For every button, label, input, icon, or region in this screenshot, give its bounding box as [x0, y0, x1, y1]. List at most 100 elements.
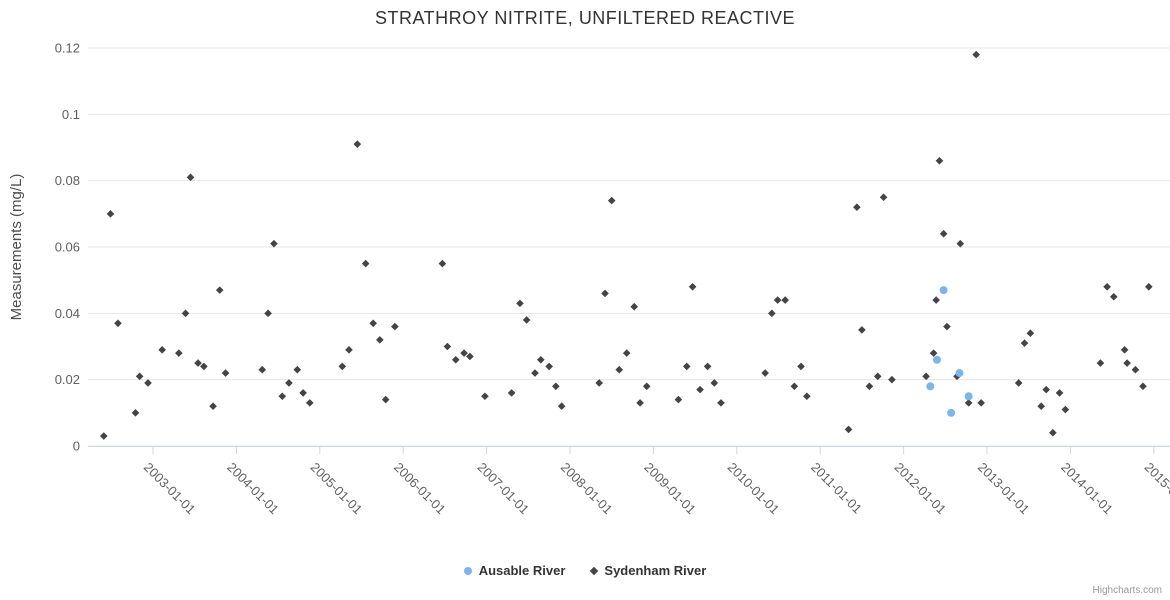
data-point-sydenham-river[interactable] — [888, 375, 896, 384]
data-point-sydenham-river[interactable] — [858, 326, 866, 334]
data-point-sydenham-river[interactable] — [1123, 359, 1131, 367]
data-point-sydenham-river[interactable] — [615, 365, 624, 374]
data-point-sydenham-river[interactable] — [451, 355, 460, 364]
data-point-sydenham-river[interactable] — [977, 399, 985, 407]
data-point-sydenham-river[interactable] — [696, 385, 704, 394]
data-point-sydenham-river[interactable] — [703, 362, 712, 371]
data-point-sydenham-river[interactable] — [537, 355, 545, 364]
data-point-sydenham-river[interactable] — [531, 369, 539, 377]
data-point-sydenham-river[interactable] — [158, 346, 166, 354]
data-point-sydenham-river[interactable] — [1103, 282, 1111, 291]
data-point-sydenham-river[interactable] — [865, 382, 874, 391]
data-point-sydenham-river[interactable] — [972, 50, 980, 59]
data-point-sydenham-river[interactable] — [1144, 282, 1153, 291]
data-point-sydenham-river[interactable] — [642, 382, 651, 391]
data-point-sydenham-river[interactable] — [601, 289, 609, 298]
data-point-sydenham-river[interactable] — [1014, 379, 1023, 387]
data-point-sydenham-river[interactable] — [175, 349, 183, 357]
data-point-sydenham-river[interactable] — [114, 319, 122, 328]
data-point-sydenham-river[interactable] — [853, 203, 861, 211]
data-point-sydenham-river[interactable] — [264, 309, 272, 318]
data-point-sydenham-river[interactable] — [258, 365, 267, 374]
data-point-sydenham-river[interactable] — [135, 372, 144, 381]
data-point-sydenham-river[interactable] — [545, 362, 553, 371]
data-point-sydenham-river[interactable] — [443, 342, 452, 351]
data-point-sydenham-river[interactable] — [956, 239, 965, 248]
data-point-sydenham-river[interactable] — [781, 296, 789, 304]
data-point-sydenham-river[interactable] — [879, 193, 888, 202]
data-point-sydenham-river[interactable] — [299, 389, 307, 397]
data-point-sydenham-river[interactable] — [381, 395, 390, 404]
data-point-sydenham-river[interactable] — [221, 369, 230, 377]
data-point-sydenham-river[interactable] — [278, 392, 287, 401]
highcharts-credit-link[interactable]: Highcharts.com — [1092, 585, 1162, 596]
data-point-sydenham-river[interactable] — [943, 322, 951, 331]
data-point-sydenham-river[interactable] — [1020, 339, 1029, 347]
data-point-sydenham-river[interactable] — [797, 362, 805, 371]
data-point-sydenham-river[interactable] — [481, 392, 489, 401]
data-point-sydenham-river[interactable] — [438, 259, 447, 268]
data-point-sydenham-river[interactable] — [522, 316, 531, 324]
data-point-sydenham-river[interactable] — [186, 173, 195, 182]
data-point-sydenham-river[interactable] — [688, 282, 697, 291]
data-point-sydenham-river[interactable] — [595, 379, 603, 387]
data-point-sydenham-river[interactable] — [557, 402, 566, 410]
data-point-sydenham-river[interactable] — [932, 296, 940, 304]
data-point-sydenham-river[interactable] — [844, 425, 853, 434]
data-point-ausable-river[interactable] — [926, 382, 935, 391]
data-point-sydenham-river[interactable] — [466, 352, 474, 361]
data-point-sydenham-river[interactable] — [361, 259, 370, 268]
data-point-sydenham-river[interactable] — [99, 432, 108, 440]
data-point-ausable-river[interactable] — [932, 355, 941, 364]
data-point-sydenham-river[interactable] — [1139, 382, 1147, 391]
data-point-sydenham-river[interactable] — [106, 210, 115, 218]
data-point-sydenham-river[interactable] — [803, 392, 811, 401]
data-point-sydenham-river[interactable] — [682, 362, 691, 371]
legend-item-sydenham-river[interactable]: Sydenham River — [590, 563, 706, 578]
data-point-sydenham-river[interactable] — [270, 239, 278, 248]
data-point-sydenham-river[interactable] — [939, 229, 948, 238]
data-point-sydenham-river[interactable] — [1049, 428, 1057, 437]
data-point-sydenham-river[interactable] — [636, 399, 644, 407]
data-point-sydenham-river[interactable] — [935, 156, 944, 165]
data-point-sydenham-river[interactable] — [200, 362, 208, 371]
data-point-sydenham-river[interactable] — [516, 299, 524, 308]
data-point-sydenham-river[interactable] — [194, 359, 202, 367]
data-point-sydenham-river[interactable] — [630, 302, 639, 311]
data-point-ausable-river[interactable] — [947, 408, 956, 417]
data-point-ausable-river[interactable] — [964, 392, 973, 401]
data-point-sydenham-river[interactable] — [215, 286, 224, 294]
data-point-sydenham-river[interactable] — [460, 349, 468, 357]
data-point-sydenham-river[interactable] — [773, 296, 782, 304]
data-point-sydenham-river[interactable] — [131, 409, 140, 417]
data-point-ausable-river[interactable] — [955, 369, 964, 378]
data-point-sydenham-river[interactable] — [345, 346, 353, 354]
data-point-sydenham-river[interactable] — [710, 379, 719, 387]
data-point-sydenham-river[interactable] — [181, 309, 190, 318]
data-point-sydenham-river[interactable] — [376, 336, 384, 344]
data-point-sydenham-river[interactable] — [790, 382, 799, 391]
data-point-sydenham-river[interactable] — [1061, 405, 1070, 414]
data-point-sydenham-river[interactable] — [1120, 346, 1129, 354]
data-point-sydenham-river[interactable] — [285, 379, 293, 387]
data-point-sydenham-river[interactable] — [622, 349, 631, 357]
data-point-sydenham-river[interactable] — [922, 372, 930, 381]
data-point-sydenham-river[interactable] — [1096, 359, 1105, 367]
data-point-sydenham-river[interactable] — [209, 402, 217, 410]
data-point-sydenham-river[interactable] — [1109, 292, 1118, 301]
data-point-sydenham-river[interactable] — [1055, 389, 1064, 397]
data-point-sydenham-river[interactable] — [964, 399, 973, 407]
data-point-ausable-river[interactable] — [939, 286, 948, 295]
data-point-sydenham-river[interactable] — [761, 369, 769, 377]
data-point-sydenham-river[interactable] — [929, 349, 938, 357]
data-point-sydenham-river[interactable] — [552, 382, 560, 391]
data-point-sydenham-river[interactable] — [391, 322, 399, 331]
data-point-sydenham-river[interactable] — [607, 196, 616, 205]
data-point-sydenham-river[interactable] — [674, 395, 683, 404]
data-point-sydenham-river[interactable] — [305, 399, 314, 407]
data-point-sydenham-river[interactable] — [1131, 365, 1140, 374]
data-point-sydenham-river[interactable] — [369, 319, 377, 328]
data-point-sydenham-river[interactable] — [768, 309, 776, 318]
data-point-sydenham-river[interactable] — [1037, 402, 1046, 410]
data-point-sydenham-river[interactable] — [507, 389, 516, 397]
